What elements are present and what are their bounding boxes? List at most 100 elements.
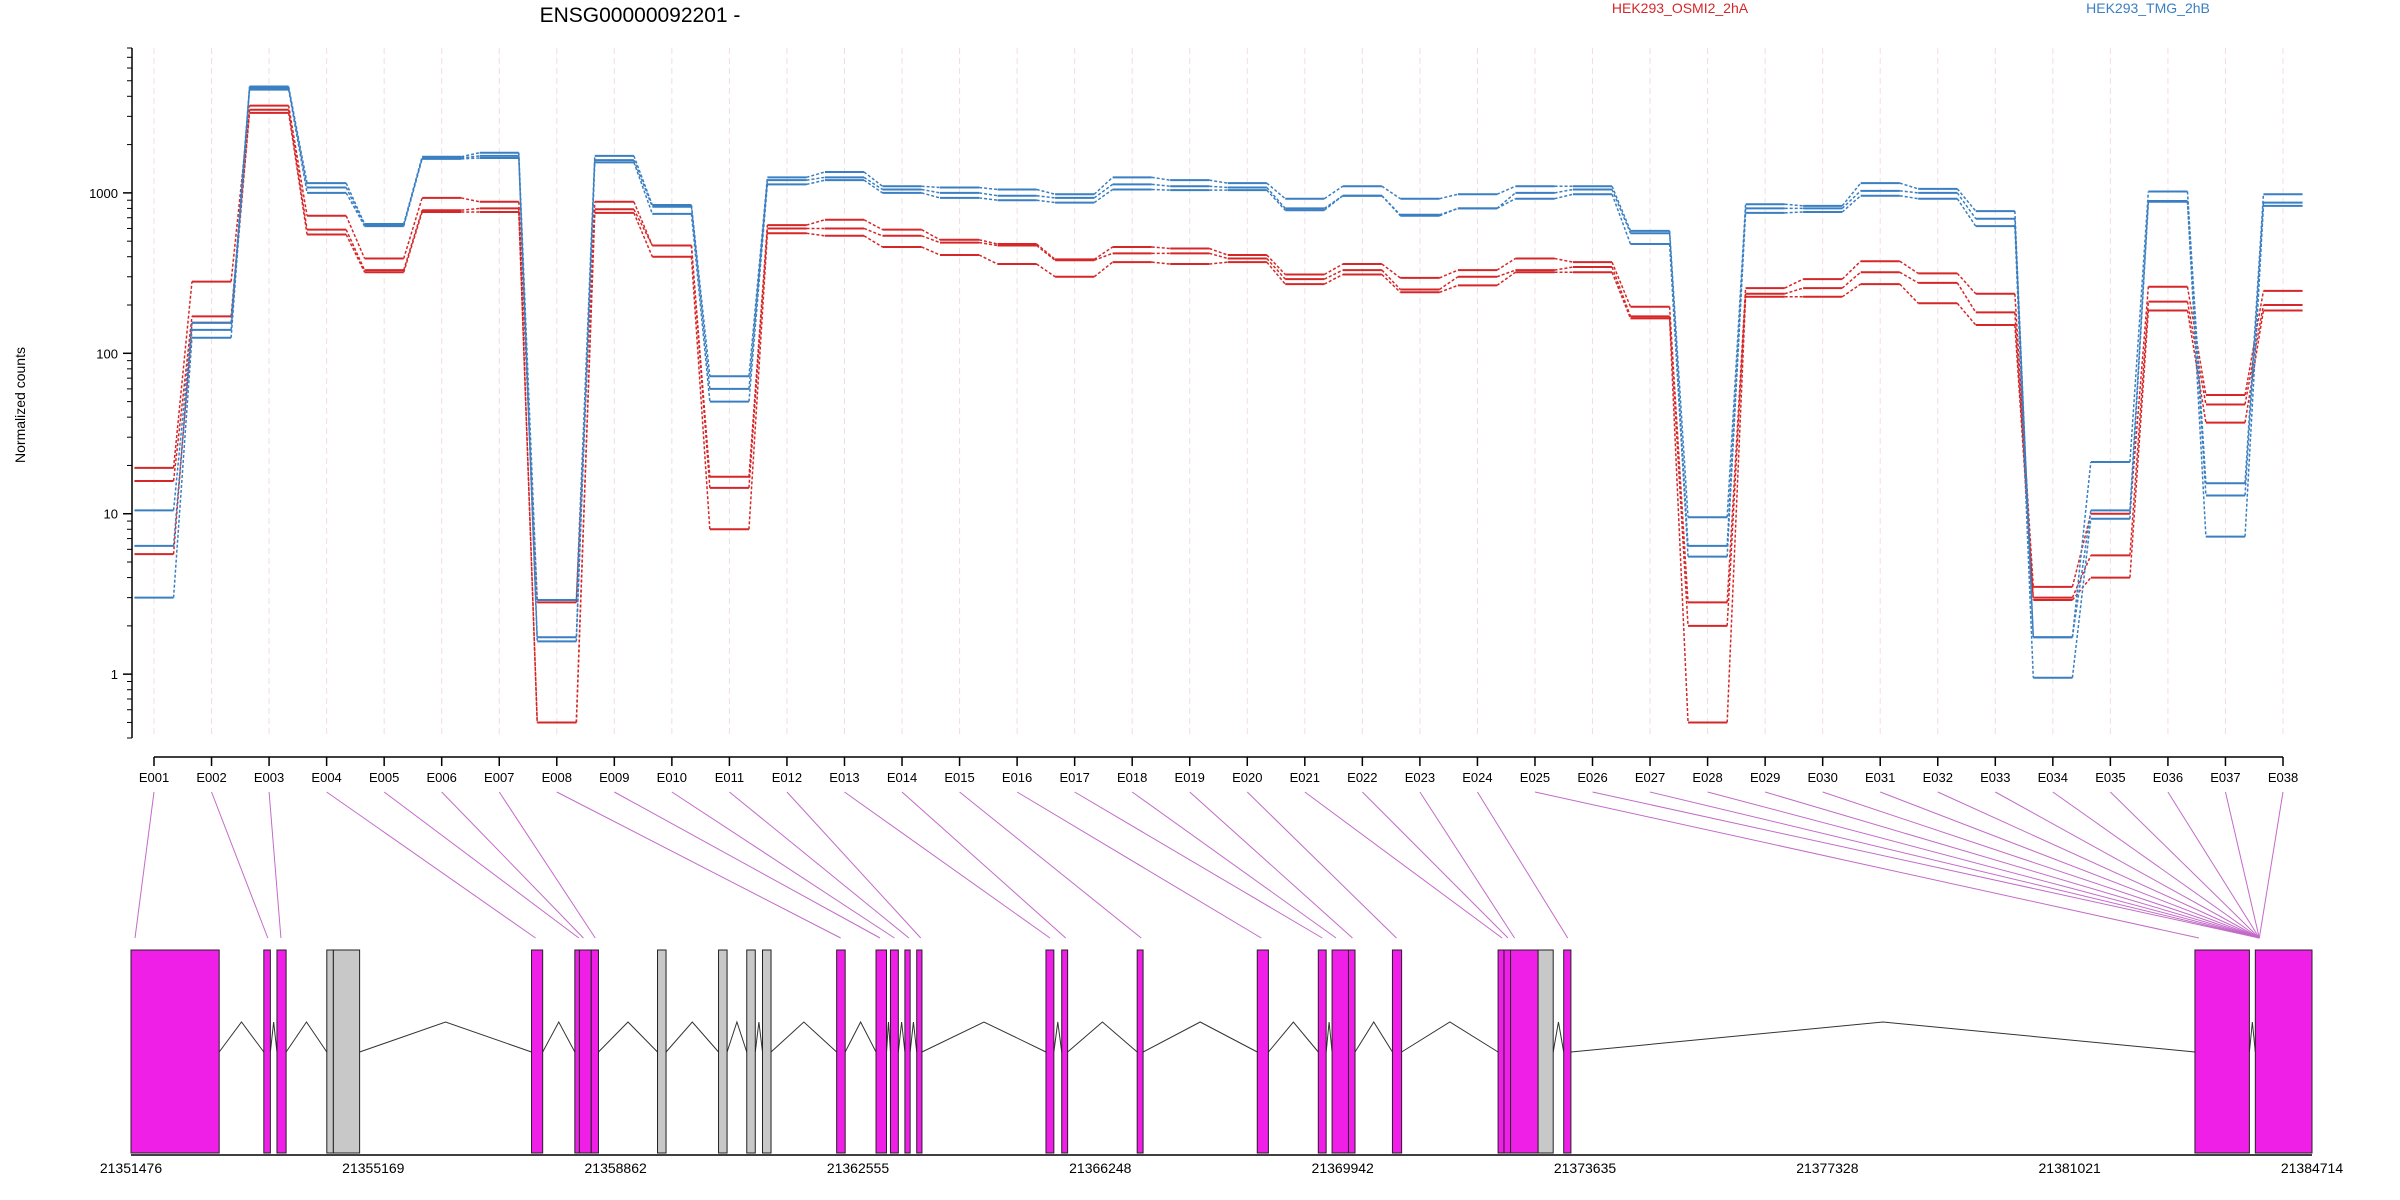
series-connector [633,155,654,206]
connector-E001 [134,791,155,939]
intron-line [1401,1021,1499,1053]
series-connector [1209,252,1228,260]
series-connector [1151,246,1171,250]
series-connector [1611,261,1632,308]
series-connector [1151,188,1171,191]
series-connector [979,186,998,191]
series-connector [1093,188,1114,204]
series-connector [230,89,251,338]
series-connector [1554,193,1574,200]
series-connector [1899,194,1919,200]
series-connector [748,228,769,488]
series-connector [518,157,538,642]
series-connector [575,155,596,601]
exon-block-23 [1331,949,1349,1154]
intron-line [665,1021,719,1053]
series-connector [1093,183,1114,199]
series-connector [461,155,480,159]
exon-block-0 [130,949,220,1154]
series-connector [230,88,251,330]
connector-E033 [1995,791,2260,939]
series-connector [1381,263,1401,279]
connector-E004 [326,791,536,939]
intron-line [359,1021,532,1053]
series-connector [2071,518,2092,678]
series-connector [978,254,998,265]
series-connector [1496,269,1516,278]
series-connector [1726,293,1747,626]
x-tick-label-E012: E012 [772,770,802,785]
series-connector [979,241,998,247]
exon-block-8 [590,949,599,1154]
series-connector [633,159,653,207]
series-connector [287,89,308,194]
series-connector [806,179,826,186]
x-tick-label-E015: E015 [944,770,974,785]
connector-E035 [2110,791,2260,939]
series-connector [287,105,308,216]
series-lines [134,85,2303,724]
x-tick-label-E018: E018 [1117,770,1147,785]
series-connector [1784,278,1804,289]
series-connector [1151,261,1171,265]
series-connector [1439,193,1459,200]
series-connector [2071,461,2092,638]
exon-block-15 [889,949,899,1154]
x-tick-label-E009: E009 [599,770,629,785]
series-connector [690,213,711,402]
series-connector [1841,190,1862,209]
x-tick-label-E014: E014 [887,770,917,785]
series-connector [1841,182,1862,207]
series-connector [1611,185,1632,232]
series-connector [1266,182,1286,200]
legend-label-osmi2: HEK293_OSMI2_2hA [1612,0,1749,16]
exon-block-16 [904,949,911,1154]
series-connector [1899,190,1919,194]
coord-tick-label: 21351476 [100,1160,163,1176]
intron-line [1053,1021,1063,1053]
y-tick-label: 1000 [89,186,118,201]
series-connector [345,192,366,227]
series-connector [461,151,480,158]
connector-E014 [901,791,1067,939]
series-connector [1554,266,1574,271]
series-connector [2186,310,2207,423]
series-connector [1209,247,1228,256]
intron-line [218,1021,265,1053]
series-connector [806,171,826,179]
x-tick-label-E005: E005 [369,770,399,785]
connector-E029 [1764,791,2260,939]
exon-block-3 [326,949,334,1154]
exon-block-6 [574,949,580,1154]
coord-tick-label: 21362555 [827,1160,890,1176]
series-connector [1841,195,1862,213]
series-connector [863,235,883,248]
connector-E031 [1880,791,2260,939]
series-connector [1611,194,1632,245]
series-connector [1496,185,1516,195]
series-3 [134,85,2303,639]
series-connector [1496,198,1516,210]
connector-E037 [2224,791,2260,939]
intron-line [921,1021,1047,1053]
series-connector [345,187,366,226]
exon-block-17 [916,949,923,1154]
intron-line [1142,1021,1258,1053]
series-connector [748,233,769,530]
series-connector [921,188,941,194]
connector-E038 [2258,791,2284,939]
x-tick-label-E033: E033 [1980,770,2010,785]
exon-block-5 [531,949,544,1154]
connector-E017 [1074,791,1323,939]
x-tick-label-E021: E021 [1290,770,1320,785]
series-connector [1956,302,1977,326]
series-connector [1956,282,1977,313]
series-connector [1611,266,1632,317]
exon-block-25 [1391,949,1403,1154]
connector-E006 [441,791,584,939]
genomic-coordinate-axis: 21351476 21355169 21358862 21362555 21366248… [100,1154,2343,1176]
x-axis: E001 E002 E003 E004 E005 E006 E007 E008 E009 E010… [139,756,2298,785]
series-connector [1784,287,1804,295]
series-connector [806,232,826,237]
connector-E007 [498,791,596,939]
